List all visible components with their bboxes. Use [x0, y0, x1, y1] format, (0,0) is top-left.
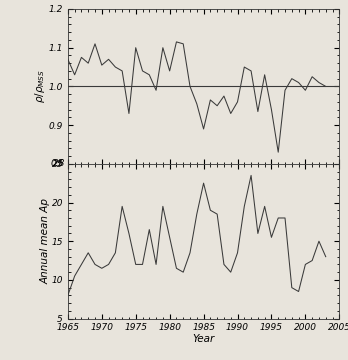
Text: 0.8: 0.8	[50, 159, 64, 168]
Text: 25: 25	[53, 159, 64, 168]
Y-axis label: Annual mean Ap: Annual mean Ap	[40, 198, 50, 284]
X-axis label: Year: Year	[192, 334, 215, 344]
Y-axis label: $\mathit{\rho/\rho}_{\mathit{MSS}}$: $\mathit{\rho/\rho}_{\mathit{MSS}}$	[33, 69, 47, 103]
